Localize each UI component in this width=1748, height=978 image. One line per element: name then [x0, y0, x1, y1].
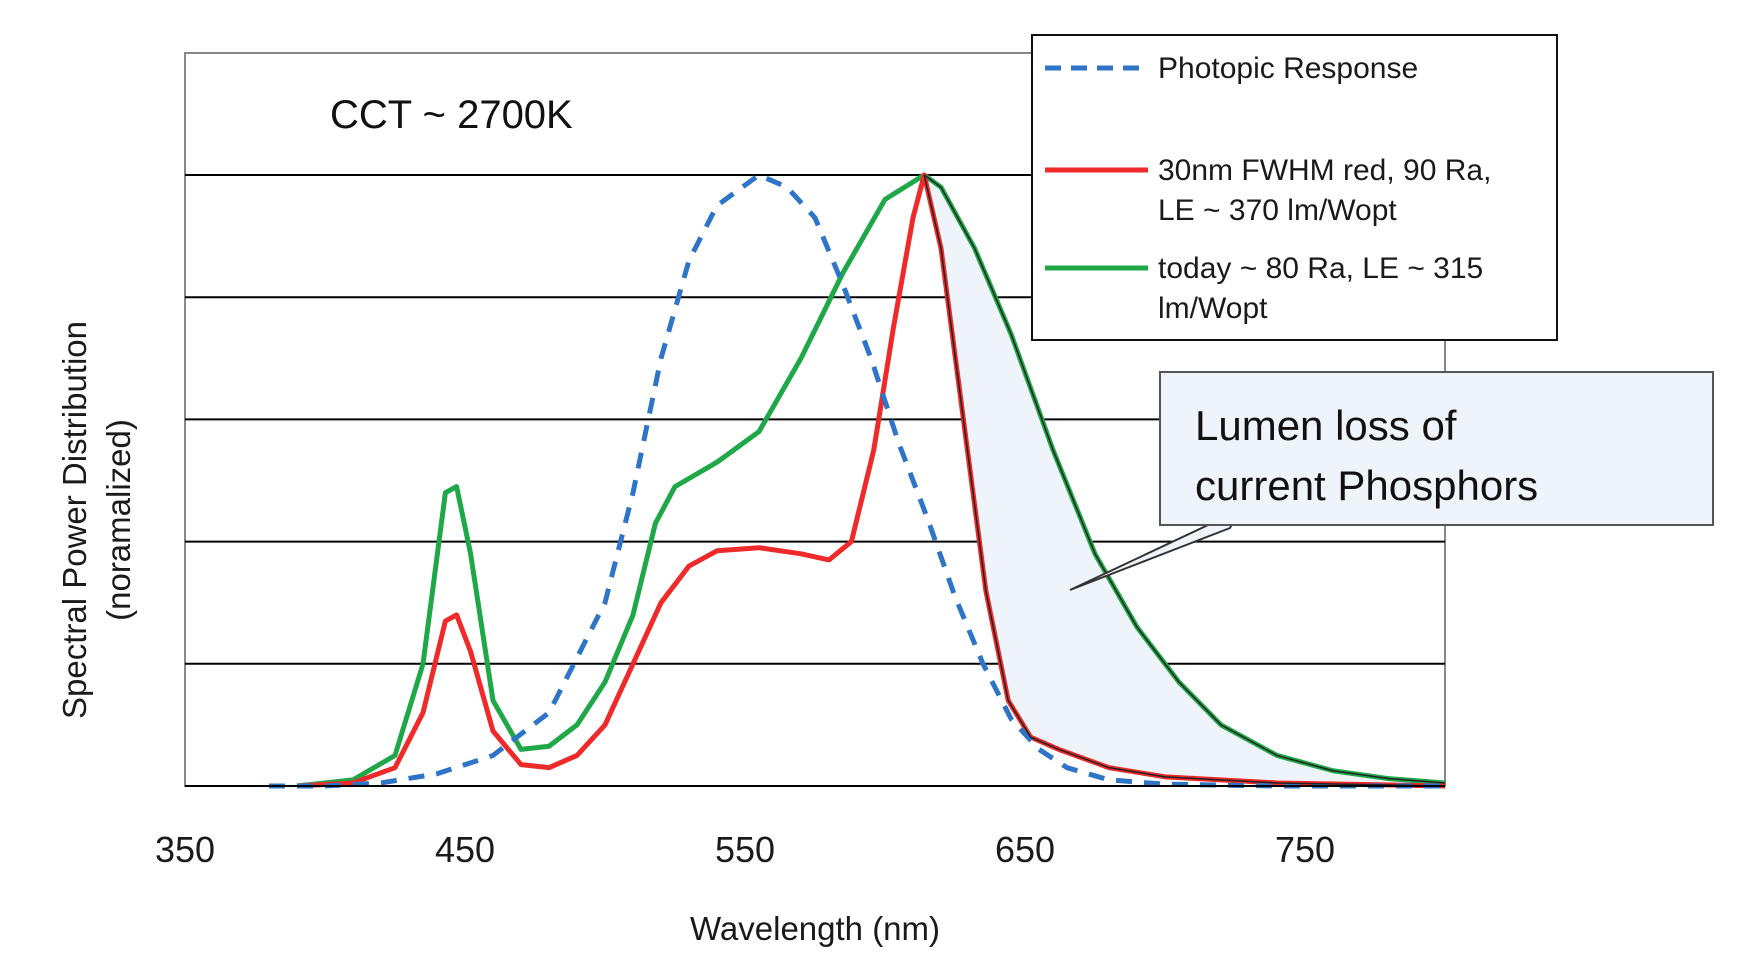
tail-outline-1 — [923, 174, 1446, 787]
x-tick-labels: 350 450 550 650 750 — [155, 829, 1335, 870]
x-tick-label-450: 450 — [435, 829, 495, 870]
legend-label-red-line1: 30nm FWHM red, 90 Ra, — [1158, 154, 1491, 187]
y-axis-title-line2: (noramalized) — [100, 419, 137, 621]
x-tick-label-550: 550 — [715, 829, 775, 870]
callout-line1: Lumen loss of — [1195, 402, 1457, 449]
series-layer — [269, 172, 1446, 789]
legend-label-red-line2: LE ~ 370 lm/Wopt — [1158, 194, 1397, 227]
lumen-loss-shaded-area — [924, 175, 1445, 786]
x-tick-label-350: 350 — [155, 829, 215, 870]
legend: Photopic Response 30nm FWHM red, 90 Ra, … — [1031, 34, 1558, 341]
x-axis-title: Wavelength (nm) — [690, 910, 940, 947]
tail-outline-2 — [923, 174, 1446, 784]
legend-label-green-line2: lm/Wopt — [1158, 292, 1268, 325]
x-tick-label-750: 750 — [1275, 829, 1335, 870]
series-photopic-response — [269, 172, 1445, 789]
callout-pointer-mask — [1162, 508, 1292, 523]
cct-annotation: CCT ~ 2700K — [330, 93, 573, 137]
y-axis-title-line1: Spectral Power Distribution — [56, 321, 93, 719]
legend-label-green-line1: today ~ 80 Ra, LE ~ 315 — [1158, 252, 1483, 285]
callout-box — [1159, 371, 1714, 526]
x-tick-label-650: 650 — [995, 829, 1055, 870]
legend-box — [1031, 34, 1558, 341]
legend-label-photopic: Photopic Response — [1158, 52, 1418, 85]
callout-line2: current Phosphors — [1195, 462, 1538, 509]
